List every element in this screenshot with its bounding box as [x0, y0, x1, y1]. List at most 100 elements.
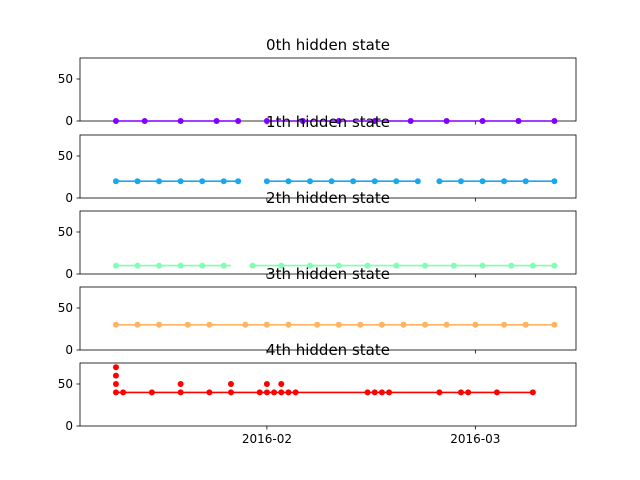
data-point: [479, 118, 486, 124]
data-point: [443, 321, 450, 328]
subplot-title: 0th hidden state: [266, 36, 390, 54]
data-point: [156, 178, 163, 185]
subplot-1: 0 50 1th hidden state: [58, 113, 577, 205]
data-point: [112, 381, 119, 387]
data-point: [522, 178, 529, 185]
data-point: [112, 178, 119, 185]
data-point: [141, 118, 148, 124]
data-point: [436, 178, 443, 185]
data-point: [407, 118, 414, 124]
y-tick-label: 50: [58, 72, 73, 86]
y-tick-label: 0: [65, 419, 73, 433]
subplot-2: 0 50 2th hidden state: [58, 189, 577, 281]
data-point: [156, 321, 163, 328]
data-point: [227, 381, 234, 387]
data-point: [522, 321, 529, 328]
data-point: [393, 262, 400, 269]
data-point: [307, 262, 314, 269]
data-point: [263, 389, 270, 396]
data-point: [199, 178, 206, 185]
subplot-0: 0 50 0th hidden state: [58, 36, 577, 128]
data-point: [335, 321, 342, 328]
y-tick-label: 50: [58, 225, 73, 239]
subplot-4: 0 50 2016-02 2016-03 4th hidden state: [58, 341, 577, 446]
data-point: [529, 389, 536, 396]
data-point: [350, 178, 357, 185]
data-point: [493, 389, 500, 396]
data-point: [378, 321, 385, 328]
data-point: [112, 389, 119, 396]
data-point: [112, 372, 119, 379]
y-tick-label: 50: [58, 377, 73, 391]
data-point: [278, 262, 285, 269]
data-point: [450, 262, 457, 269]
data-point: [436, 389, 443, 396]
axes-frame: [79, 362, 577, 427]
data-point: [134, 178, 141, 185]
y-tick-label: 50: [58, 149, 73, 163]
y-tick-label: 0: [65, 343, 73, 357]
data-point: [479, 262, 486, 269]
data-point: [134, 321, 141, 328]
data-point: [335, 118, 342, 124]
data-point: [371, 389, 378, 396]
subplot-title: 3th hidden state: [266, 265, 390, 283]
data-point: [457, 389, 464, 396]
data-point: [235, 178, 242, 185]
data-point: [120, 389, 127, 396]
data-point: [177, 178, 184, 185]
data-point: [292, 389, 299, 396]
data-point: [378, 389, 385, 396]
subplot-title: 1th hidden state: [266, 113, 390, 131]
axes-frame: [79, 286, 577, 351]
axes-frame: [79, 210, 577, 275]
data-point: [414, 178, 421, 185]
data-point: [393, 178, 400, 185]
subplot-3: 0 50 3th hidden state: [58, 265, 577, 357]
data-point: [357, 321, 364, 328]
x-tick-label: 2016-02: [242, 432, 292, 446]
data-point: [422, 321, 429, 328]
data-point: [263, 381, 270, 387]
data-point: [400, 321, 407, 328]
data-point: [249, 262, 256, 269]
data-point: [551, 118, 558, 124]
data-point: [371, 178, 378, 185]
data-point: [501, 321, 508, 328]
data-point: [177, 389, 184, 396]
data-point: [148, 389, 155, 396]
data-point: [314, 321, 321, 328]
data-point: [271, 389, 278, 396]
y-tick-label: 0: [65, 267, 73, 281]
data-point: [307, 178, 314, 185]
data-point: [177, 118, 184, 124]
y-tick-label: 50: [58, 301, 73, 315]
data-point: [112, 262, 119, 269]
data-point: [285, 321, 292, 328]
data-point: [242, 321, 249, 328]
data-point: [285, 389, 292, 396]
data-point: [213, 118, 220, 124]
data-point: [551, 262, 558, 269]
data-point: [443, 118, 450, 124]
data-point: [529, 262, 536, 269]
data-point: [184, 321, 191, 328]
data-point: [263, 118, 270, 124]
data-point: [299, 118, 306, 124]
data-point: [551, 321, 558, 328]
data-point: [227, 389, 234, 396]
data-point: [328, 178, 335, 185]
subplot-title: 2th hidden state: [266, 189, 390, 207]
data-point: [515, 118, 522, 124]
data-point: [386, 389, 393, 396]
data-point: [551, 178, 558, 185]
y-tick-label: 0: [65, 114, 73, 128]
data-point: [422, 262, 429, 269]
data-point: [112, 364, 119, 371]
data-point: [278, 381, 285, 387]
data-point: [364, 389, 371, 396]
y-tick-label: 0: [65, 191, 73, 205]
axes-frame: [79, 134, 577, 199]
data-point: [371, 118, 378, 124]
